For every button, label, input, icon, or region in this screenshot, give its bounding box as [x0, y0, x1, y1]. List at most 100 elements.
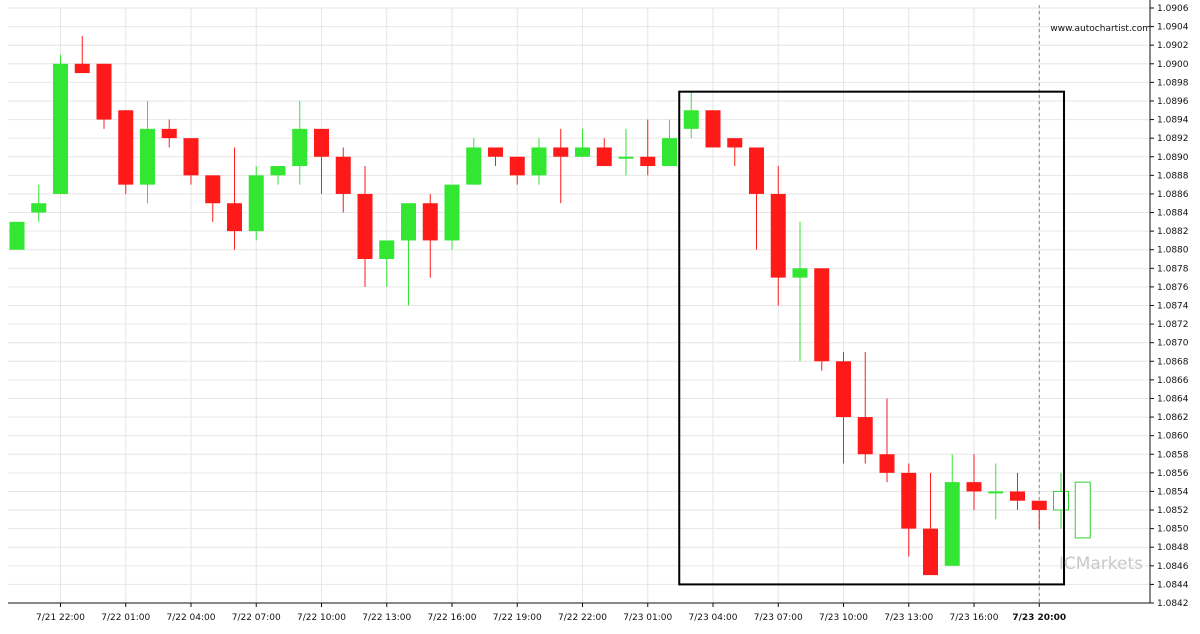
candle [270, 166, 286, 185]
candle [227, 147, 242, 250]
candle [575, 128, 590, 157]
candle [879, 398, 895, 483]
x-tick-label: 7/23 01:00 [623, 613, 672, 623]
candle-body [9, 221, 25, 250]
candle-body [966, 482, 982, 492]
x-tick-label: 7/23 20:00 [1012, 613, 1066, 623]
candle [140, 100, 155, 204]
candle [836, 351, 851, 464]
x-tick-label: 7/23 04:00 [688, 613, 737, 623]
y-tick-label: 1.0894 [1157, 116, 1189, 126]
candle [9, 221, 25, 250]
y-tick-label: 1.0906 [1157, 4, 1189, 14]
x-tick-label: 7/22 16:00 [427, 613, 476, 623]
candle [553, 128, 569, 204]
candle [335, 147, 351, 213]
candle-body [553, 147, 569, 157]
candle [183, 138, 199, 185]
y-tick-label: 1.0874 [1157, 302, 1189, 312]
candle [857, 351, 873, 464]
candle-body [1031, 500, 1047, 511]
candle-body [335, 156, 351, 194]
candle-body [509, 156, 525, 176]
candle [444, 184, 460, 250]
candle [1031, 500, 1047, 529]
candle [640, 119, 656, 176]
candle-body [74, 63, 90, 74]
candle [488, 147, 503, 167]
candle [31, 184, 47, 222]
y-tick-label: 1.0872 [1157, 320, 1189, 330]
candle [96, 63, 112, 129]
candle-body [923, 528, 938, 576]
candle [923, 472, 938, 576]
axes: 1.0842 1.0844 1.0846 1.0848 1.0850 1.0852 1.08… [8, 0, 1189, 623]
y-tick-label: 1.0844 [1157, 580, 1189, 590]
candle [74, 35, 90, 74]
y-tick-label: 1.0850 [1157, 525, 1189, 535]
y-tick-label: 1.0858 [1157, 450, 1189, 460]
candle-body [749, 147, 764, 194]
y-tick-label: 1.0846 [1157, 562, 1189, 572]
candle [596, 138, 612, 167]
projected-candle [1053, 472, 1069, 529]
candle [161, 119, 177, 148]
candle-body [792, 268, 808, 278]
y-tick-label: 1.0852 [1157, 506, 1189, 516]
candle [727, 138, 743, 167]
candle-body [662, 138, 677, 167]
x-tick-label: 7/23 07:00 [754, 613, 803, 623]
candle-body [422, 203, 438, 241]
candle [944, 454, 960, 566]
candle-body [292, 128, 308, 167]
candle-body [770, 193, 786, 278]
candle [792, 221, 808, 362]
grid [8, 5, 1150, 604]
y-tick-label: 1.0866 [1157, 376, 1189, 386]
candle [1010, 472, 1025, 511]
y-tick-label: 1.0900 [1157, 60, 1189, 70]
candle-body [205, 175, 221, 204]
y-tick-label: 1.0896 [1157, 97, 1189, 107]
candle-body [531, 147, 547, 176]
candle [770, 166, 786, 306]
y-tick-label: 1.0864 [1157, 394, 1189, 404]
y-tick-label: 1.0848 [1157, 543, 1189, 553]
candle-body [988, 491, 1004, 494]
candle-body [618, 156, 634, 159]
candle-body [1010, 491, 1025, 501]
candle [401, 203, 416, 306]
candle-body [683, 110, 699, 129]
candle-body [640, 156, 656, 167]
candles [9, 35, 1091, 576]
x-tick-label: 7/22 13:00 [362, 613, 411, 623]
candle [422, 193, 438, 278]
y-tick-label: 1.0862 [1157, 413, 1189, 423]
candle [901, 463, 917, 557]
x-tick-label: 7/23 16:00 [949, 613, 998, 623]
candle-body [1074, 481, 1091, 539]
candle-body [53, 63, 68, 194]
candle [509, 156, 525, 185]
candle-body [140, 128, 155, 185]
candle-body [31, 203, 47, 213]
candle [988, 463, 1004, 520]
candle-body [727, 138, 743, 148]
candle-body [314, 128, 329, 157]
pattern-box [678, 90, 1065, 586]
candle-body [1053, 490, 1069, 511]
x-tick-label: 7/22 07:00 [232, 613, 281, 623]
y-tick-label: 1.0892 [1157, 134, 1189, 144]
y-tick-label: 1.0890 [1157, 153, 1189, 163]
candle-body [488, 147, 503, 157]
candle-body [575, 147, 590, 157]
y-tick-label: 1.0854 [1157, 487, 1189, 497]
candle [531, 138, 547, 185]
candle-body [227, 203, 242, 232]
y-tick-label: 1.0842 [1157, 599, 1189, 609]
x-tick-label: 7/22 04:00 [166, 613, 215, 623]
candle-body [96, 63, 112, 120]
candle [292, 100, 308, 185]
